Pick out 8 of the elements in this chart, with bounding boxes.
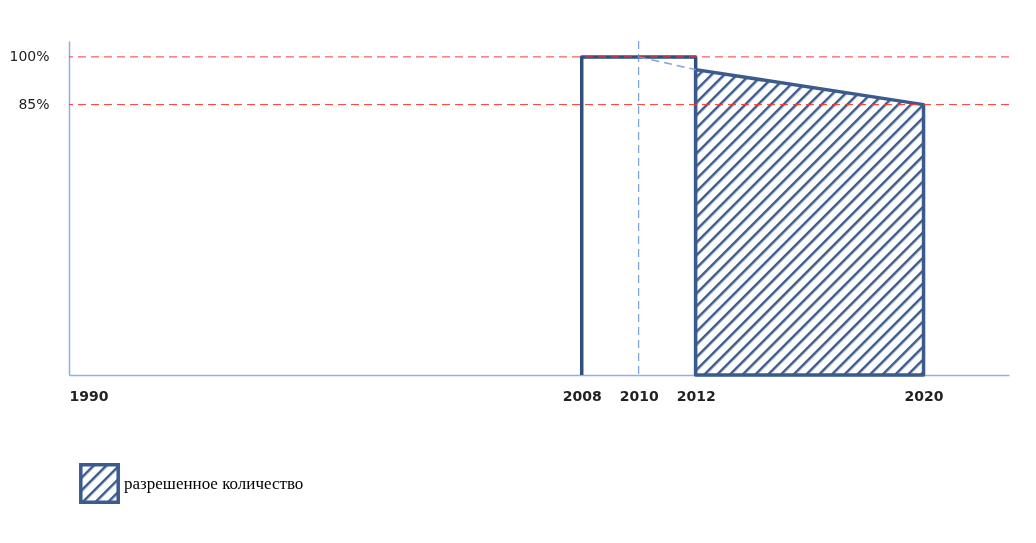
y-tick-label: 100%	[9, 48, 50, 65]
x-tick-label: 2020	[904, 387, 944, 404]
x-tick-label: 2010	[619, 387, 659, 404]
x-tick-label: 1990	[69, 387, 109, 404]
legend-label: разрешенное количество	[124, 473, 304, 493]
x-tick-label: 2008	[562, 387, 602, 404]
y-tick-label: 85%	[18, 96, 50, 113]
x-tick-label: 2012	[676, 387, 716, 404]
